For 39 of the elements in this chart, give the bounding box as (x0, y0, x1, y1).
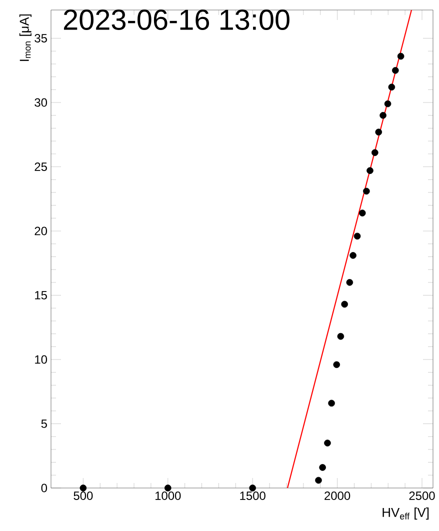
point (358, 210, 366, 216)
point (350, 252, 356, 259)
point (328, 400, 335, 407)
y-tick-label: 10 (35, 355, 48, 364)
x-tick-label: 2000 (324, 492, 350, 500)
point (164, 484, 172, 492)
x-tick-label: 500 (74, 492, 93, 500)
point (249, 484, 256, 492)
y-axis-title: I$_{mon}$ [μA] (19, 14, 32, 61)
y-tick-label: 25 (34, 162, 47, 171)
x-tick-label: 1000 (155, 492, 181, 500)
y-tick-label: 0 (41, 484, 48, 492)
y-tick-label: 30 (34, 98, 48, 107)
point (363, 188, 370, 195)
point (319, 464, 326, 471)
y-tick-label: 20 (34, 226, 48, 236)
point (337, 332, 344, 340)
point (397, 52, 404, 60)
point (372, 149, 378, 156)
point (380, 112, 386, 119)
x-tick-label: 2500 (409, 492, 435, 500)
point (392, 66, 399, 74)
point (333, 361, 340, 368)
point (354, 232, 361, 240)
point (341, 300, 348, 308)
y-tick-label: 15 (35, 291, 47, 300)
x-axis-title: HV$_{eff}$ [V] (382, 508, 429, 520)
y-tick-label: 35 (34, 34, 47, 42)
y-tick-label: 5 (41, 420, 47, 428)
point (80, 484, 87, 492)
point (324, 440, 331, 446)
point (375, 128, 382, 136)
chart-title: 2023-06-16 13:00 (64, 10, 290, 30)
x-tick-label: 1500 (240, 492, 266, 500)
point (315, 476, 322, 484)
point (388, 84, 396, 90)
point (384, 100, 392, 108)
point (366, 167, 374, 174)
point (346, 279, 354, 286)
